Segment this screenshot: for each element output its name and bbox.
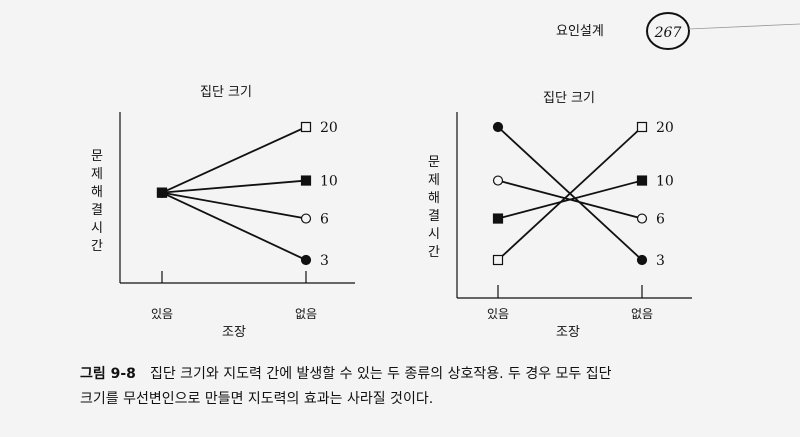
point-marker	[636, 213, 648, 224]
series-label: 3	[656, 253, 665, 269]
figure-label: 그림 9-8	[80, 366, 136, 382]
x-tick-label: 있음	[487, 307, 509, 321]
x-tick-label: 없음	[631, 307, 653, 321]
series-label: 3	[320, 253, 329, 269]
series-line	[161, 191, 307, 261]
series-line	[161, 179, 307, 194]
series-line	[161, 126, 307, 194]
point-marker	[492, 121, 504, 133]
series-layer: 20 10 6 3	[156, 120, 338, 269]
point-marker	[300, 175, 312, 186]
series-line	[497, 179, 643, 220]
series-line	[497, 126, 643, 261]
page-number-circle	[646, 12, 690, 50]
chart-title: 집단 크기	[200, 85, 252, 100]
point-marker	[300, 121, 312, 133]
point-marker	[492, 213, 504, 224]
x-tick-label: 있음	[151, 307, 173, 321]
point-marker	[492, 175, 504, 186]
series-line	[161, 191, 307, 220]
page-number-badge: 267	[646, 12, 800, 50]
point-marker	[156, 187, 168, 198]
point-marker	[300, 213, 312, 224]
x-axis-label: 조장	[556, 325, 580, 340]
point-marker	[636, 254, 648, 266]
point-marker	[300, 254, 312, 266]
series-label: 20	[656, 120, 674, 136]
point-marker	[636, 175, 648, 186]
point-marker	[636, 121, 648, 133]
series-label: 20	[320, 120, 338, 136]
caption-line-2: 크기를 무선변인으로 만들면 지도력의 효과는 사라질 것이다.	[80, 391, 434, 407]
point-marker	[492, 254, 504, 266]
running-title: 요인설계	[556, 24, 604, 39]
caption-line-1: 집단 크기와 지도력 간에 발생할 수 있는 두 종류의 상호작용. 두 경우 …	[149, 366, 612, 382]
series-label: 10	[656, 174, 674, 190]
series-label: 6	[656, 212, 665, 228]
series-label: 6	[320, 212, 329, 228]
page-number: 267	[654, 25, 682, 41]
figure-caption: 그림 9-8 집단 크기와 지도력 간에 발생할 수 있는 두 종류의 상호작용.…	[80, 362, 730, 412]
x-axis-label: 조장	[222, 325, 246, 340]
header-rule	[688, 23, 800, 30]
series-layer: 20 10 6 3	[492, 120, 674, 269]
chart-title: 집단 크기	[543, 91, 595, 106]
series-label: 10	[320, 174, 338, 190]
x-tick-label: 없음	[295, 307, 317, 321]
